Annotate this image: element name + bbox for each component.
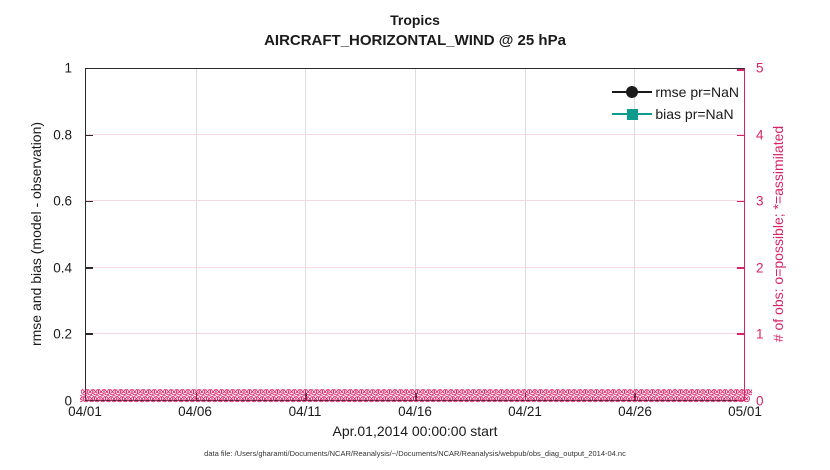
square-marker-icon [627,109,639,120]
x-axis-tick-labels: 04/01 04/06 04/11 04/16 04/21 04/26 05/01 [68,404,762,421]
right-axis-tick [737,267,744,269]
x-tick-label: 04/11 [288,404,322,419]
legend-line-sample [612,81,653,103]
left-axis-tick-labels: 0 0.2 0.4 0.6 0.8 1 [28,61,78,409]
right-y-tick-label: 4 [756,127,764,143]
right-y-tick-label: 1 [756,326,764,342]
datafile-footer: data file: /Users/gharamti/Documents/NCA… [204,449,626,458]
bottom-axis-tick [634,393,636,400]
horizontal-gridline [86,200,744,202]
right-axis-tick [737,69,744,71]
left-axis-tick [86,267,93,269]
horizontal-gridline [86,134,744,136]
bottom-axis-tick [524,393,527,400]
figure-subtitle: AIRCRAFT_HORIZONTAL_WIND @ 25 hPa [264,32,566,49]
right-y-tick-label: 2 [756,260,764,276]
x-tick-label: 04/16 [398,404,432,419]
left-axis-tick [86,200,93,203]
right-axis-tick-labels: 0 1 2 3 4 5 [749,61,789,409]
circle-marker-icon [626,86,639,98]
obs-marker-row: ⊗⊗⊗⊗⊗⊗⊗⊗⊗⊗⊗⊗⊗⊗⊗⊗⊗⊗⊗⊗⊗⊗⊗⊗⊗⊗⊗⊗⊗⊗⊗⊗⊗⊗⊗⊗⊗⊗⊗⊗… [80,389,752,398]
figure-title-region: Tropics [390,12,440,28]
x-tick-label: 04/26 [618,404,652,419]
right-y-tick-label: 0 [756,393,764,409]
x-tick-label: 04/06 [178,404,212,419]
x-tick-label: 04/01 [68,404,102,419]
bottom-axis-tick [415,393,417,400]
left-y-tick-label: 0.2 [53,326,72,342]
legend-label: bias pr=NaN [655,106,734,122]
left-y-tick-label: 0.6 [53,193,72,209]
horizontal-gridline [86,266,744,268]
left-axis-tick [86,134,93,137]
plot-area: rmse pr=NaN bias pr=NaN ⊗⊗⊗⊗⊗⊗⊗⊗⊗⊗⊗⊗⊗⊗⊗⊗⊗… [80,68,752,403]
left-y-tick-label: 0.4 [53,260,72,276]
bottom-axis-tick [195,393,198,400]
x-axis-label: Apr.01,2014 00:00:00 start [332,423,498,439]
x-tick-label: 04/21 [508,404,542,419]
legend-entry: bias pr=NaN [612,103,739,125]
vertical-gridline [415,69,416,400]
vertical-gridline [195,69,197,400]
right-axis-tick [737,399,744,401]
obs-count-marker-band: ⊗⊗⊗⊗⊗⊗⊗⊗⊗⊗⊗⊗⊗⊗⊗⊗⊗⊗⊗⊗⊗⊗⊗⊗⊗⊗⊗⊗⊗⊗⊗⊗⊗⊗⊗⊗⊗⊗⊗⊗… [80,389,752,403]
obs-marker-row: ⊗⊗⊗⊗⊗⊗⊗⊗⊗⊗⊗⊗⊗⊗⊗⊗⊗⊗⊗⊗⊗⊗⊗⊗⊗⊗⊗⊗⊗⊗⊗⊗⊗⊗⊗⊗⊗⊗⊗⊗… [80,393,751,403]
right-y-tick-label: 5 [756,60,764,76]
vertical-gridline [524,69,526,400]
left-y-tick-label: 1 [64,60,72,76]
legend-label: rmse pr=NaN [655,84,739,100]
left-y-tick-label: 0 [64,393,72,409]
vertical-gridline [634,69,636,400]
legend-entry: rmse pr=NaN [612,81,739,103]
right-axis-tick [737,200,744,203]
legend: rmse pr=NaN bias pr=NaN [612,81,739,125]
vertical-gridline [305,69,307,400]
horizontal-gridline [86,332,744,334]
right-axis-tick [737,134,744,137]
left-axis-tick [86,333,93,335]
right-y-tick-label: 3 [756,193,764,209]
left-y-tick-label: 0.8 [53,127,72,143]
x-tick-label: 05/01 [728,404,762,419]
right-axis-tick [737,333,744,335]
bottom-axis-tick [305,393,307,400]
legend-line-sample [612,103,653,125]
